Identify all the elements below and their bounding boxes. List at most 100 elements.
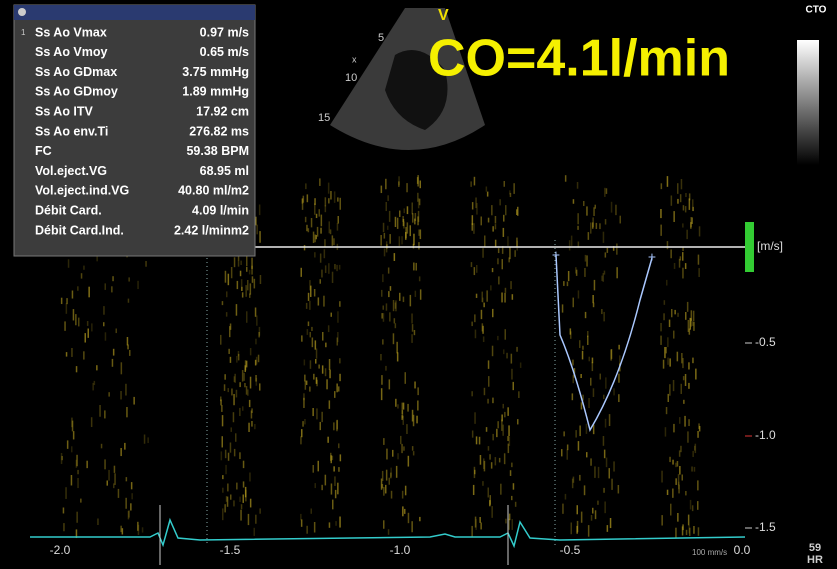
speckle (609, 468, 611, 478)
speckle (337, 311, 339, 322)
speckle (682, 524, 684, 530)
speckle (577, 226, 579, 230)
speckle (260, 275, 262, 284)
speckle (486, 290, 488, 301)
speckle (256, 316, 258, 326)
speckle (107, 481, 109, 486)
speckle (682, 252, 684, 261)
speckle (620, 216, 622, 224)
speckle (486, 187, 488, 192)
speckle (416, 263, 418, 271)
speckle (507, 436, 509, 441)
speckle (236, 390, 238, 398)
speckle (413, 451, 415, 455)
speckle (561, 449, 563, 456)
speckle (311, 218, 313, 227)
speckle (314, 198, 316, 205)
speckle (618, 394, 620, 402)
speckle (698, 268, 700, 277)
sweep-speed: 100 mm/s (692, 548, 727, 557)
speckle (590, 378, 592, 386)
speckle (321, 412, 323, 422)
speckle (386, 202, 388, 211)
speckle (687, 302, 689, 312)
speckle (228, 274, 230, 285)
measure-value: 0.65 m/s (200, 45, 249, 59)
speckle (222, 488, 224, 493)
speckle (604, 271, 606, 275)
speckle (607, 525, 609, 532)
speckle (329, 522, 331, 527)
panel-header[interactable] (14, 5, 255, 20)
speckle (592, 358, 594, 364)
speckle (692, 199, 694, 207)
speckle (492, 226, 494, 231)
speckle (692, 207, 694, 211)
speckle (389, 478, 391, 485)
speckle (603, 395, 605, 399)
speckle (312, 408, 314, 416)
speckle (329, 221, 331, 233)
speckle (65, 487, 67, 499)
speckle (672, 489, 674, 498)
speckle (393, 333, 395, 344)
speckle (325, 265, 327, 273)
scale-indicator (745, 222, 754, 272)
speckle (512, 519, 514, 530)
speckle (563, 281, 565, 286)
speckle (301, 429, 303, 437)
speckle (498, 276, 500, 284)
speckle (665, 427, 667, 436)
speckle (339, 374, 341, 381)
speckle (72, 291, 74, 299)
speckle (120, 391, 122, 399)
speckle (397, 404, 399, 408)
speckle (147, 437, 149, 443)
speckle (674, 263, 676, 269)
measure-value: 40.80 ml/m2 (178, 184, 249, 198)
speckle (504, 453, 506, 464)
speckle (471, 262, 473, 267)
speckle (318, 365, 320, 369)
speckle (663, 313, 665, 320)
speckle (233, 394, 235, 405)
speckle (592, 508, 594, 514)
speckle (408, 513, 410, 523)
speckle (125, 498, 127, 509)
speckle (329, 359, 331, 370)
speckle (584, 485, 586, 495)
speckle (669, 384, 671, 395)
speckle (383, 438, 385, 445)
speckle (328, 325, 330, 332)
speckle (577, 505, 579, 514)
speckle (225, 271, 227, 283)
speckle (414, 382, 416, 389)
speckle (593, 303, 595, 308)
speckle (388, 291, 390, 297)
speckle (413, 263, 415, 271)
speckle (394, 253, 396, 261)
speckle (381, 313, 383, 318)
speckle (259, 508, 261, 513)
co-title: CO=4.1l/min (428, 30, 730, 88)
speckle (603, 488, 605, 493)
speckle (681, 353, 683, 363)
speckle (316, 408, 318, 419)
speckle (399, 236, 401, 246)
speckle (101, 444, 103, 449)
speckle (395, 303, 397, 309)
speckle (61, 453, 63, 464)
speckle (489, 454, 491, 459)
measure-name: Débit Card.Ind. (35, 223, 124, 237)
speckle (483, 303, 485, 308)
speckle (590, 458, 592, 465)
speckle (240, 510, 242, 521)
speckle (300, 514, 302, 520)
speckle (601, 276, 603, 281)
speckle (338, 386, 340, 391)
speckle (509, 190, 511, 194)
panel-icon[interactable] (18, 8, 26, 16)
speckle (75, 314, 77, 325)
speckle (305, 381, 307, 390)
speckle (104, 459, 106, 469)
